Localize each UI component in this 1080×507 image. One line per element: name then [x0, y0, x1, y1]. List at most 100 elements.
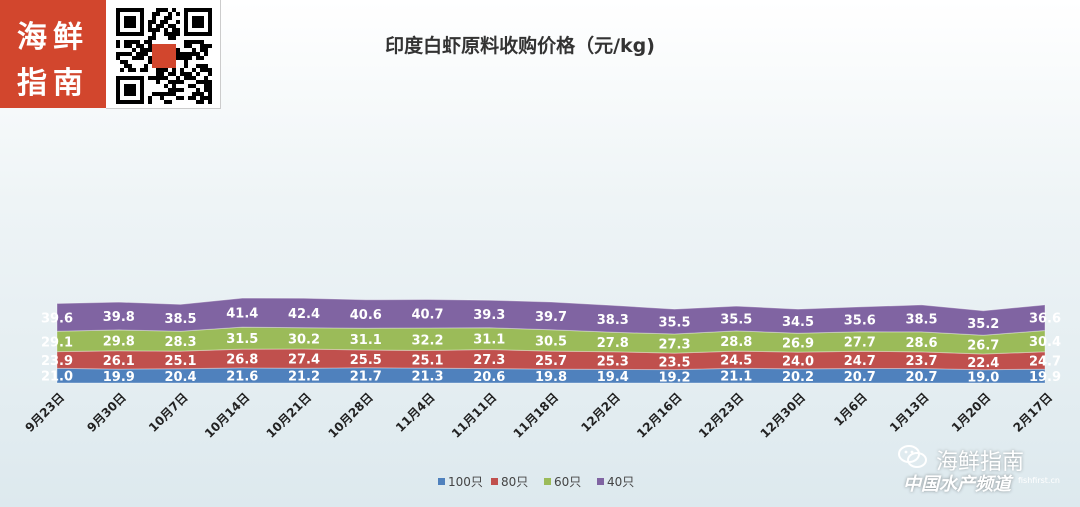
data-label: 27.4 [288, 353, 320, 368]
legend-label: 40只 [607, 475, 634, 489]
watermark-name: 海鲜指南 [936, 450, 1025, 475]
data-label: 25.1 [164, 354, 196, 369]
data-label: 19.2 [658, 370, 690, 385]
wechat-icon [898, 445, 927, 468]
x-tick-label: 9月23日 [23, 390, 68, 435]
data-label: 24.7 [1029, 354, 1061, 369]
x-tick-label: 10月28日 [325, 390, 375, 440]
data-label: 24.5 [720, 354, 752, 369]
data-label: 41.4 [226, 307, 258, 322]
data-label: 21.1 [720, 370, 752, 385]
data-label: 26.9 [782, 337, 814, 352]
chart-title: 印度白虾原料收购价格（元/kg) [385, 34, 655, 57]
x-tick-label: 12月23日 [696, 390, 746, 440]
area-series-group [56, 297, 1046, 384]
legend-label: 100只 [448, 475, 483, 489]
area-series-1 [56, 367, 1046, 384]
data-label: 20.2 [782, 370, 814, 385]
data-label: 20.4 [164, 370, 196, 385]
data-label: 29.1 [41, 335, 73, 350]
data-label: 27.3 [658, 338, 690, 353]
data-label: 24.0 [782, 355, 814, 370]
data-label: 40.6 [350, 308, 382, 323]
data-label: 27.7 [844, 336, 876, 351]
data-label: 24.7 [844, 354, 876, 369]
data-label: 31.5 [226, 332, 258, 347]
data-label: 39.6 [41, 311, 73, 326]
data-label: 36.6 [1029, 312, 1061, 327]
data-label: 31.1 [473, 333, 505, 348]
data-label: 35.5 [658, 316, 690, 331]
data-label: 34.5 [782, 315, 814, 330]
data-label: 42.4 [288, 307, 320, 322]
data-label: 26.8 [226, 353, 258, 368]
data-label: 38.5 [164, 312, 196, 327]
data-label: 21.0 [41, 370, 73, 385]
legend-swatch [544, 478, 551, 485]
data-label: 38.3 [597, 313, 629, 328]
qr-code [106, 0, 221, 109]
data-label: 19.9 [103, 370, 135, 385]
data-label: 28.8 [720, 335, 752, 350]
data-label: 30.4 [1029, 335, 1061, 350]
x-tick-label: 2月17日 [1011, 390, 1056, 435]
legend-label: 80只 [501, 475, 528, 489]
legend-swatch [438, 478, 445, 485]
area-series-2 [56, 348, 1046, 371]
x-tick-label: 10月14日 [202, 390, 252, 440]
data-label: 26.7 [967, 339, 999, 354]
data-label: 20.7 [905, 370, 937, 385]
data-label: 21.7 [350, 369, 382, 384]
x-tick-label: 11月18日 [511, 390, 561, 440]
logo-text-line2: 指南 [17, 66, 89, 101]
watermark-subtitle: 中国水产频道 [903, 474, 1011, 495]
data-label: 20.6 [473, 370, 505, 385]
data-label: 21.2 [288, 370, 320, 385]
data-label: 25.1 [411, 353, 443, 368]
x-tick-label: 12月2日 [578, 390, 623, 435]
data-label: 19.9 [1029, 370, 1061, 385]
data-label: 39.3 [473, 308, 505, 323]
data-label: 19.8 [535, 370, 567, 385]
data-label: 38.5 [905, 312, 937, 327]
x-tick-label: 11月4日 [393, 390, 438, 435]
data-label: 31.1 [350, 333, 382, 348]
data-label: 19.0 [967, 370, 999, 385]
data-label: 19.4 [597, 370, 629, 385]
x-axis-tick-labels: 9月23日 9月30日 10月7日 10月14日 10月21日 10月28日 11月4日 11… [23, 390, 1056, 440]
data-label: 39.7 [535, 310, 567, 325]
data-labels-group: 21.0 19.9 20.4 21.6 21.2 21.7 21.3 20.6 19.8 19.4… [41, 307, 1061, 386]
legend-swatch [597, 478, 604, 485]
data-label: 23.5 [658, 355, 690, 370]
data-label: 22.4 [967, 356, 999, 371]
legend-item: 60只 [544, 475, 581, 489]
data-label: 35.2 [967, 317, 999, 332]
legend-label: 60只 [554, 475, 581, 489]
area-series-4 [56, 297, 1046, 336]
data-label: 28.3 [164, 335, 196, 350]
data-label: 28.6 [905, 336, 937, 351]
x-tick-label: 10月7日 [146, 390, 191, 435]
data-label: 26.1 [103, 354, 135, 369]
logo-text-line1: 海鲜 [17, 20, 89, 55]
data-label: 39.8 [103, 310, 135, 325]
data-label: 25.5 [350, 353, 382, 368]
data-label: 20.7 [844, 370, 876, 385]
data-label: 23.7 [905, 354, 937, 369]
data-label: 35.6 [844, 313, 876, 328]
data-label: 30.5 [535, 335, 567, 350]
x-tick-label: 1月13日 [887, 390, 932, 435]
x-tick-label: 12月16日 [634, 390, 684, 440]
data-label: 27.3 [473, 353, 505, 368]
data-label: 40.7 [411, 308, 443, 323]
data-label: 32.2 [411, 333, 443, 348]
x-tick-label: 11月11日 [449, 390, 499, 440]
data-label: 25.7 [535, 354, 567, 369]
data-label: 23.9 [41, 354, 73, 369]
x-tick-label: 10月21日 [264, 390, 314, 440]
legend-item: 100只 [438, 475, 483, 489]
legend-swatch [491, 478, 498, 485]
x-tick-label: 1月20日 [949, 390, 994, 435]
watermark-url: fishfirst.cn [1018, 476, 1060, 485]
